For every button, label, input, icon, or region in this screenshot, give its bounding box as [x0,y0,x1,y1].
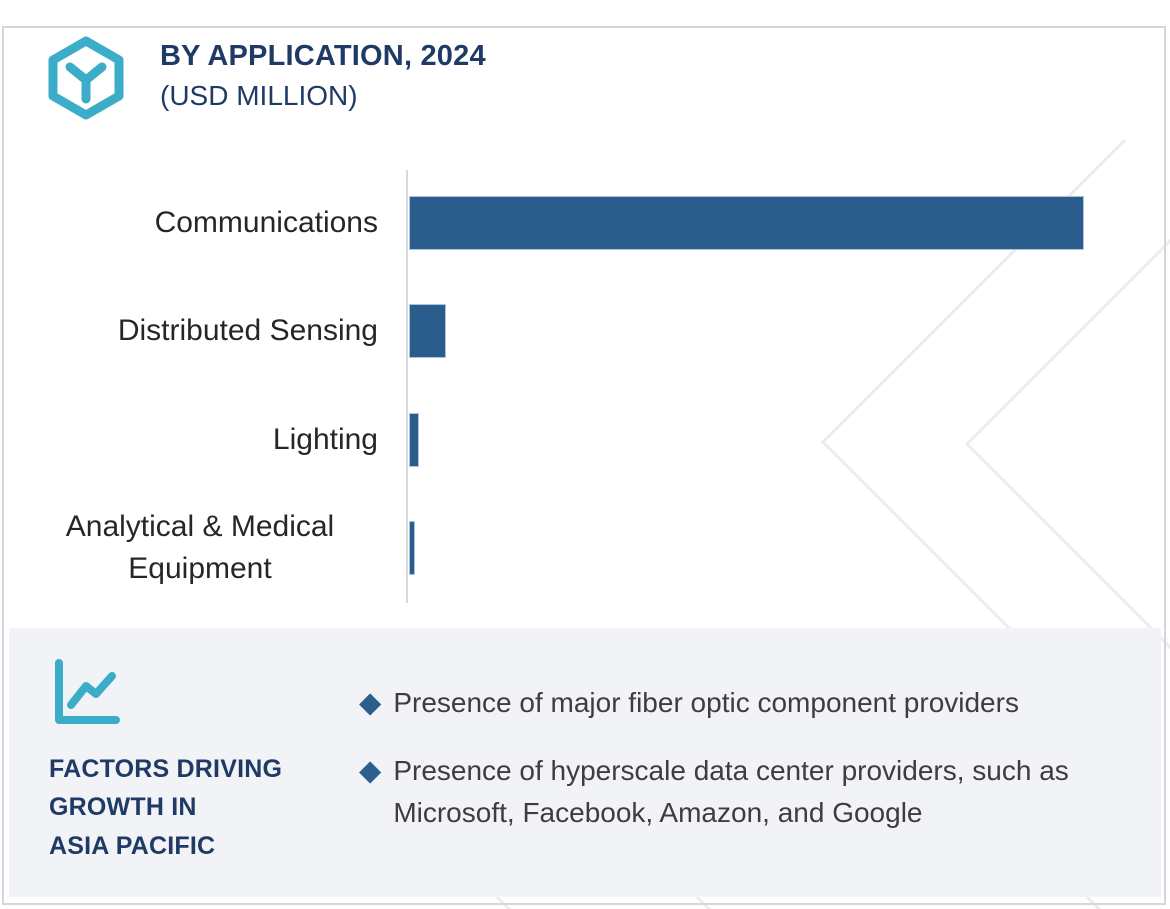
bullet-list: ◆ Presence of major fiber optic component… [359,682,1149,860]
trend-chart-icon [55,659,120,724]
category-label: Analytical & Medical Equipment [65,509,335,585]
category-label: Lighting [272,422,378,456]
chart-title: BY APPLICATION, 2024 [160,40,486,72]
bar [409,304,446,359]
header-text: BY APPLICATION, 2024 (USD MILLION) [160,36,486,112]
bar-chart: Communications Distributed Sensing Lightin… [65,170,1084,603]
category-label: Communications [154,206,378,239]
chart-subtitle: (USD MILLION) [160,80,358,111]
header: BY APPLICATION, 2024 (USD MILLION) [46,36,486,120]
bar [409,196,1084,250]
y-axis-line [406,170,408,603]
factors-panel: FACTORS DRIVING GROWTH IN ASIA PACIFIC ◆… [9,628,1161,897]
bullet-text: Presence of hyperscale data center provi… [393,754,1069,829]
bullet-item: ◆ Presence of hyperscale data center prov… [359,750,1149,835]
bullet-text: Presence of major fiber optic component … [393,687,1019,718]
category-label: Distributed Sensing [117,314,378,348]
bar [409,412,419,467]
hexagon-y-logo-icon [48,36,124,120]
factors-heading: FACTORS DRIVING GROWTH IN ASIA PACIFIC [49,755,283,860]
bar [409,520,415,575]
diamond-bullet-icon: ◆ [359,754,382,787]
diamond-bullet-icon: ◆ [359,687,382,719]
bullet-item: ◆ Presence of major fiber optic component… [359,682,1149,725]
